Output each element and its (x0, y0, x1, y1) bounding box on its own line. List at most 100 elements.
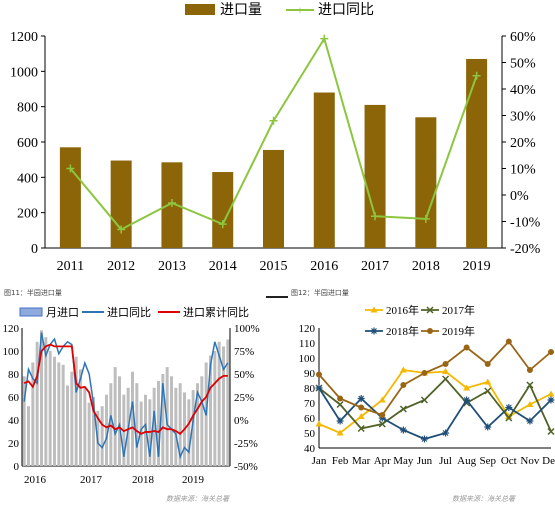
y-tick-label: 120 (3, 323, 20, 335)
x-tick-label: 2015 (260, 259, 288, 274)
y-tick-label: 110 (299, 338, 316, 350)
data-point (505, 413, 513, 419)
bar (105, 394, 108, 466)
bar (157, 380, 160, 466)
y2-tick-label: 50% (510, 57, 536, 72)
legend-label: 2018年 (386, 324, 419, 338)
bar (212, 172, 234, 248)
bar (222, 346, 225, 466)
x-tick-label: Feb (332, 455, 349, 467)
x-tick-label: Jun (417, 455, 433, 467)
data-point (427, 328, 433, 334)
x-tick-label: 2012 (107, 259, 135, 274)
x-tick-label: Jan (312, 455, 327, 467)
bar (191, 390, 195, 466)
y-tick-label: 120 (299, 323, 316, 335)
annual-import-chart: 进口量 + 进口同比 0 200 400 600 800 1000 1200 -20% -10%… (10, 2, 541, 274)
y2-tick-label: 25% (234, 392, 254, 404)
yoy-point (66, 164, 75, 173)
bar (213, 351, 217, 466)
chart3-axes: 40 50 60 70 80 90 100 110 120 Jan Feb Mar Apr May Jun J… (299, 323, 555, 467)
y-tick-label: 60 (304, 413, 316, 425)
y-tick-label: 80 (8, 369, 20, 381)
bar (466, 58, 488, 248)
data-point (484, 387, 492, 395)
x-tick-label: 2016 (24, 474, 47, 486)
yoy-point (371, 212, 380, 221)
y2-tick-label: 40% (510, 83, 536, 98)
bar (415, 117, 437, 249)
bar (53, 356, 56, 466)
yoy-point (269, 116, 278, 125)
y2-tick-label: -25% (234, 438, 258, 450)
y2-tick-label: -20% (510, 242, 541, 257)
legend-marker-yoy: + (297, 3, 304, 17)
x-tick-label: Nov (520, 455, 539, 467)
bar (118, 376, 121, 466)
data-point (484, 361, 491, 367)
bar (48, 351, 52, 466)
bar (196, 383, 199, 466)
x-tick-label: Oct (501, 455, 517, 467)
bar (35, 341, 39, 466)
x-tick-label: Mar (352, 455, 371, 467)
legend-label: 2017年 (442, 303, 475, 317)
series-line (318, 387, 552, 440)
data-point (357, 413, 365, 419)
data-point (442, 361, 449, 367)
data-point (315, 384, 323, 392)
source-right: 数据来源：海关总署 (452, 495, 515, 503)
x-tick-label: 2016 (310, 259, 338, 274)
yoy-point (472, 71, 481, 80)
data-point (505, 338, 512, 345)
bar (152, 387, 156, 466)
y2-tick-label: -50% (234, 461, 258, 473)
y-tick-label: 400 (17, 171, 38, 186)
data-point (547, 396, 555, 404)
y-tick-label: 100 (3, 346, 20, 358)
legend-label-cum: 进口累计同比 (183, 306, 249, 319)
data-point (379, 412, 386, 418)
x-tick-label: 2011 (57, 259, 84, 274)
legend-label-yoy: 进口同比 (318, 2, 374, 18)
x-tick-label: 2017 (80, 474, 103, 486)
data-point (426, 306, 434, 314)
bar (70, 371, 74, 466)
yoy-point (218, 220, 227, 229)
cum-yoy-line (23, 343, 228, 435)
x-tick-label: May (393, 455, 414, 467)
bar (174, 387, 178, 466)
data-point (442, 429, 450, 437)
data-point (358, 404, 365, 411)
data-point (421, 370, 428, 376)
legend-label: 2016年 (386, 303, 419, 317)
x-tick-label: 2019 (463, 259, 491, 274)
chart2-legend: 月进口 进口同比 进口累计同比 (19, 306, 249, 319)
bar (66, 385, 69, 466)
chart1-axes: 0 200 400 600 800 1000 1200 -20% -10% 0% 10% 20% 30%… (10, 30, 541, 274)
x-tick-label: 2018 (412, 259, 440, 274)
bar (110, 160, 132, 248)
data-point (463, 396, 471, 404)
y2-tick-label: 60% (510, 30, 536, 45)
data-point (463, 344, 470, 351)
data-point (526, 367, 533, 373)
y-tick-label: 70 (304, 398, 316, 410)
y-tick-label: 800 (17, 101, 38, 116)
y2-tick-label: 30% (510, 110, 536, 125)
bar (22, 376, 26, 466)
bar (178, 383, 182, 466)
data-point (484, 423, 492, 431)
data-point (505, 404, 513, 411)
y-tick-label: 0 (14, 461, 20, 473)
chart3-lines (315, 338, 555, 443)
data-point (337, 395, 344, 402)
y-tick-label: 1200 (10, 30, 38, 45)
chart1-line (66, 34, 481, 234)
data-point (420, 396, 428, 404)
x-tick-label: 2019 (182, 474, 205, 486)
chart3-legend: 2016年 2017年 2018年 2019年 (365, 303, 475, 338)
data-point (526, 381, 534, 389)
data-point (370, 306, 378, 313)
data-point (370, 327, 378, 335)
